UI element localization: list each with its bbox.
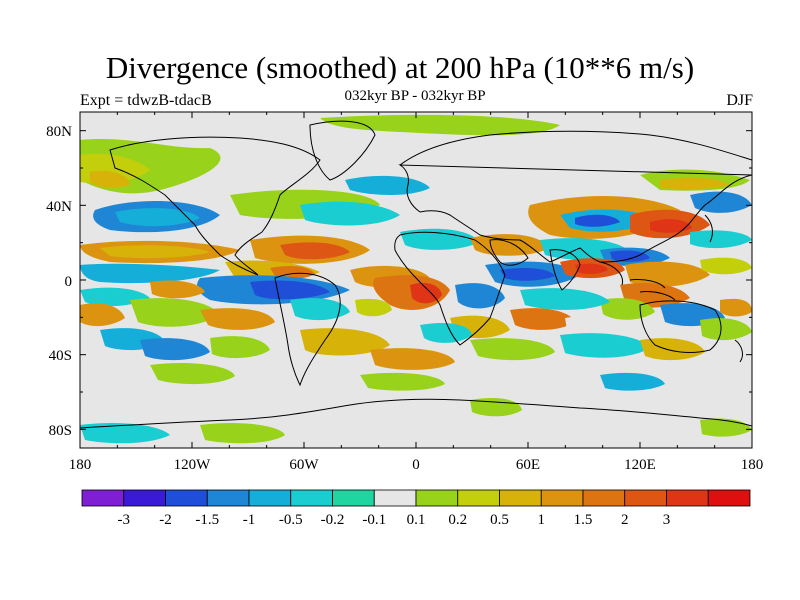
colorbar-swatch	[499, 489, 542, 507]
colorbar-label: -3	[118, 512, 131, 528]
axis-ticks	[79, 112, 753, 448]
lat-label-40s: 40S	[49, 348, 72, 364]
lat-label-0: 0	[65, 274, 73, 290]
lon-label-60e: 60E	[516, 457, 540, 473]
colorbar-swatch	[373, 489, 417, 507]
colorbar-label: 2	[621, 512, 629, 528]
colorbar-swatch	[707, 489, 751, 507]
lon-label-180e: 180	[741, 457, 764, 473]
lon-label-120e: 120E	[624, 457, 656, 473]
colorbar-label: -0.2	[321, 512, 345, 528]
colorbar-swatch	[248, 489, 292, 507]
colorbar-swatch	[206, 489, 250, 507]
lat-label-80n: 80N	[46, 124, 72, 140]
colorbar-swatch	[123, 489, 166, 507]
colorbar-swatch	[81, 489, 125, 507]
colorbar-label: -1.5	[195, 512, 219, 528]
colorbar-swatch	[165, 489, 208, 507]
colorbar-label: 0.5	[490, 512, 509, 528]
colorbar-label: -0.1	[362, 512, 386, 528]
colorbar-swatch	[290, 489, 333, 507]
colorbar-swatch	[540, 489, 584, 507]
colorbar-label: 1	[538, 512, 546, 528]
colorbar-labels: -3 -2 -1.5 -1 -0.5 -0.2 -0.1 0.1 0.2 0.5 1 1.5 2 3	[118, 512, 671, 528]
colorbar-swatch	[624, 489, 667, 507]
lon-label-180w: 180	[69, 457, 92, 473]
lat-label-40n: 40N	[46, 199, 72, 215]
lat-label-80s: 80S	[49, 423, 72, 439]
colorbar-swatch	[666, 489, 709, 507]
colorbar-label: -1	[243, 512, 256, 528]
colorbar	[81, 489, 751, 507]
season-label: DJF	[726, 92, 753, 109]
colorbar-label: -0.5	[279, 512, 303, 528]
period-label: 032kyr BP - 032kyr BP	[344, 88, 486, 104]
colorbar-label: 3	[663, 512, 671, 528]
colorbar-swatch	[415, 489, 459, 507]
lon-label-0: 0	[412, 457, 420, 473]
divergence-field	[80, 114, 752, 444]
plot-title: Divergence (smoothed) at 200 hPa (10**6 …	[105, 50, 695, 85]
experiment-label: Expt = tdwzB-tdacB	[80, 92, 212, 109]
colorbar-swatch	[582, 489, 626, 507]
colorbar-label: -2	[159, 512, 172, 528]
lon-label-60w: 60W	[289, 457, 319, 473]
colorbar-swatch	[457, 489, 500, 507]
lon-label-120w: 120W	[174, 457, 212, 473]
colorbar-label: 1.5	[574, 512, 593, 528]
colorbar-swatch	[332, 489, 375, 507]
colorbar-label: 0.1	[407, 512, 426, 528]
coastlines	[80, 120, 752, 429]
colorbar-label: 0.2	[448, 512, 467, 528]
